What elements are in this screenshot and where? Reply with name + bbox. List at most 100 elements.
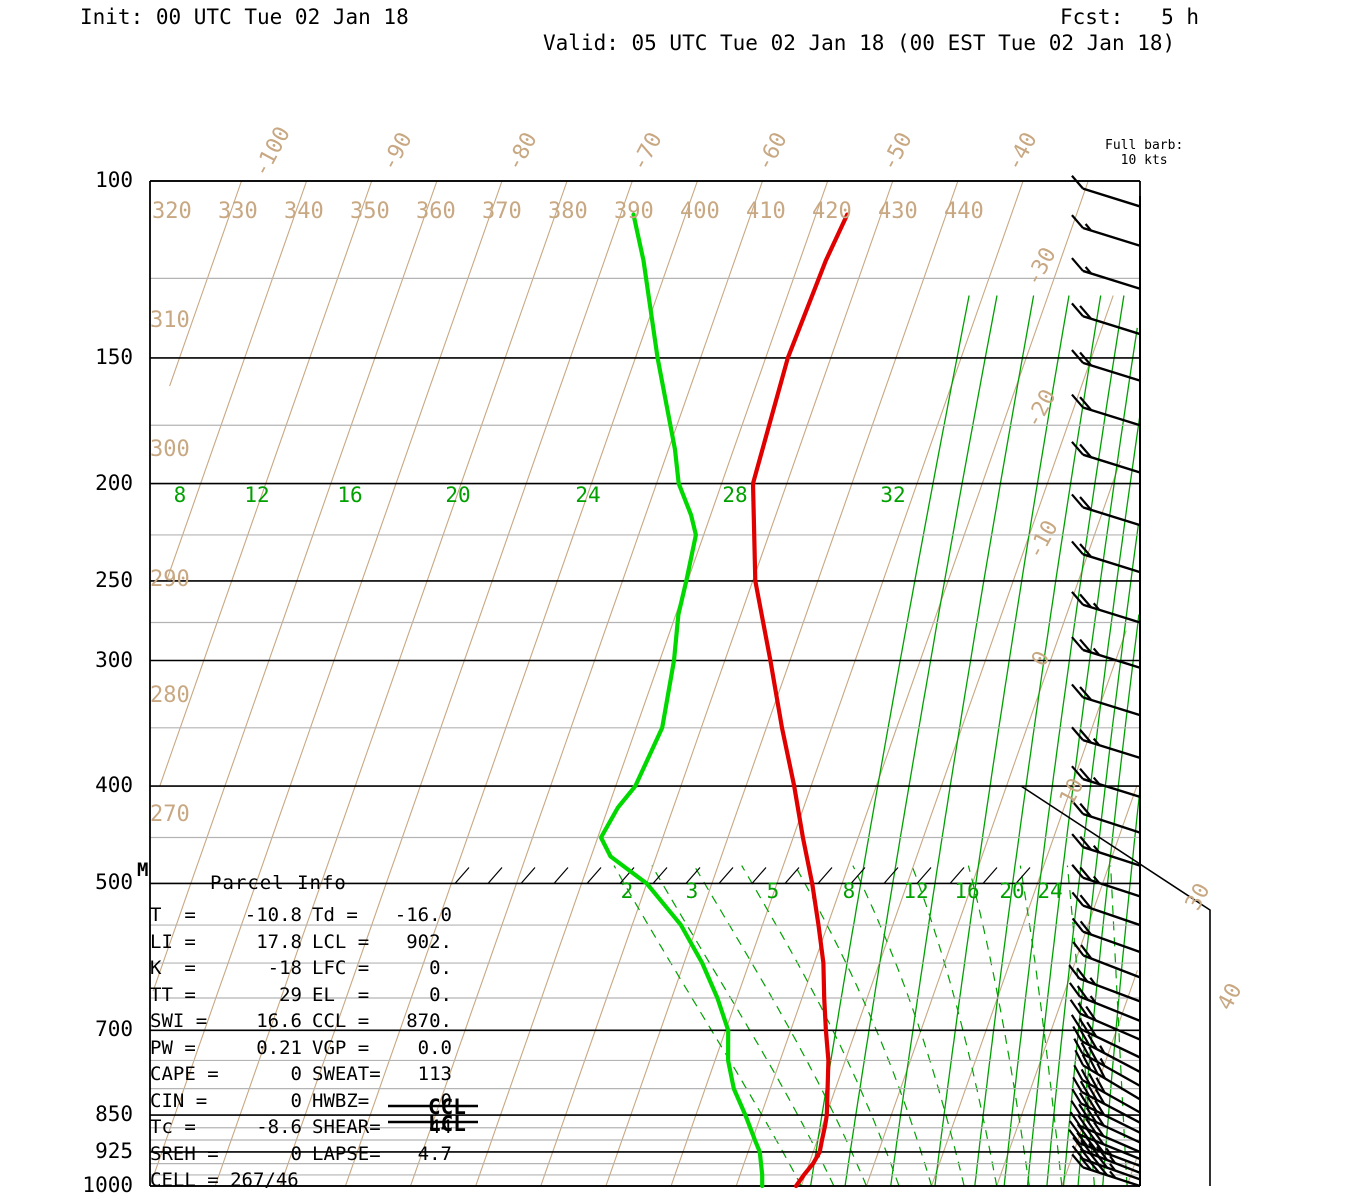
svg-text:-90: -90 (377, 129, 418, 176)
svg-text:20: 20 (445, 483, 470, 507)
parcel-key: Tc = (150, 1116, 196, 1138)
pressure-tick-150: 150 (95, 344, 133, 369)
parcel-cell-row: CELL = 267/46 (150, 1169, 299, 1191)
pressure-marker-m: M (137, 859, 149, 881)
parcel-value: 16.6 (256, 1010, 302, 1032)
pressure-tick-925: 925 (95, 1138, 133, 1163)
parcel-value: -18 (267, 957, 302, 979)
svg-text:400: 400 (680, 199, 720, 224)
parcel-value-2: 0. (429, 957, 452, 979)
parcel-info-row: PW = 0.21 VGP = 0.0 (150, 1035, 452, 1062)
parcel-value-2: 902. (406, 930, 452, 953)
wind-barb-column (1068, 175, 1141, 1188)
sounding-curves (598, 212, 850, 1189)
parcel-info-row: CIN = 0 HWBZ= 0 (150, 1088, 452, 1115)
svg-text:380: 380 (548, 199, 588, 224)
parcel-info-panel: Parcel Info T = -10.8 Td = -16.0 LI = 17.8 LCL… (150, 866, 452, 1200)
svg-text:330: 330 (218, 199, 258, 224)
svg-text:360: 360 (416, 199, 456, 224)
svg-text:340: 340 (284, 199, 324, 224)
parcel-value: 0.21 (256, 1036, 302, 1059)
svg-text:-40: -40 (1002, 129, 1043, 176)
parcel-value: 0 (290, 1063, 302, 1085)
svg-text:2: 2 (621, 879, 634, 903)
parcel-key: CIN = (150, 1089, 208, 1112)
parcel-value: 29 (279, 983, 302, 1006)
svg-text:8: 8 (843, 879, 856, 903)
parcel-value-2: -16.0 (394, 904, 452, 926)
parcel-info-row: Tc = -8.6 SHEAR= 44 (150, 1114, 452, 1141)
valid-time-label: Valid: 05 UTC Tue 02 Jan 18 (00 EST Tue … (543, 31, 1176, 55)
parcel-value-2: 4.7 (417, 1142, 452, 1165)
parcel-key-2: CCL = (312, 1010, 370, 1032)
parcel-value-2: 870. (406, 1010, 452, 1032)
parcel-key: T = (150, 904, 196, 926)
isobar-lines (150, 180, 1140, 1187)
init-time-label: Init: 00 UTC Tue 02 Jan 18 (80, 5, 409, 29)
parcel-key: CAPE = (150, 1063, 219, 1085)
parcel-key-2: VGP = (312, 1036, 370, 1059)
pressure-tick-300: 300 (95, 647, 133, 672)
parcel-key: K = (150, 957, 196, 979)
svg-text:310: 310 (150, 308, 190, 333)
svg-text:32: 32 (880, 483, 905, 507)
forecast-hour-label: Fcst: 5 h (1060, 5, 1200, 29)
svg-text:420: 420 (812, 199, 852, 224)
svg-text:40: 40 (1213, 979, 1248, 1014)
parcel-key: LI = (150, 930, 196, 953)
parcel-key-2: SHEAR= (312, 1116, 381, 1138)
svg-text:-60: -60 (752, 129, 793, 176)
parcel-key-2: HWBZ= (312, 1089, 370, 1112)
ccl-annotation: CCL (428, 1095, 466, 1119)
svg-text:3: 3 (686, 879, 699, 903)
parcel-info-row: SWI = 16.6 CCL = 870. (150, 1008, 452, 1035)
parcel-key: TT = (150, 983, 196, 1006)
parcel-value-2: 0.0 (417, 1036, 452, 1059)
svg-text:20: 20 (999, 879, 1024, 903)
parcel-value: 0 (290, 1089, 302, 1112)
parcel-info-row: LI = 17.8 LCL = 902. (150, 929, 452, 956)
svg-text:410: 410 (746, 199, 786, 224)
svg-text:370: 370 (482, 199, 522, 224)
pressure-tick-100: 100 (95, 168, 133, 192)
svg-text:24: 24 (1037, 879, 1062, 903)
svg-text:270: 270 (150, 802, 190, 827)
moist-adiabat-lines (613, 865, 1128, 1187)
svg-text:8: 8 (174, 483, 187, 507)
pressure-tick-400: 400 (95, 773, 133, 798)
parcel-key-2: Td = (312, 904, 358, 926)
parcel-key: PW = (150, 1036, 196, 1059)
parcel-value: -8.6 (256, 1116, 302, 1138)
parcel-info-row: K = -18 LFC = 0. (150, 955, 452, 982)
parcel-key-2: LAPSE= (312, 1142, 381, 1165)
parcel-info-rows: T = -10.8 Td = -16.0 LI = 17.8 LCL = 902. K = -18… (150, 902, 452, 1194)
svg-text:390: 390 (614, 199, 654, 224)
parcel-key-2: EL = (312, 983, 370, 1006)
parcel-key-2: SWEAT= (312, 1063, 381, 1085)
parcel-value: -10.8 (244, 904, 302, 926)
parcel-info-row: SREH = 0 LAPSE= 4.7 (150, 1141, 452, 1168)
svg-text:430: 430 (878, 199, 918, 224)
svg-text:290: 290 (150, 567, 190, 592)
parcel-key-2: LCL = (312, 930, 370, 953)
parcel-value-2: 0. (429, 983, 452, 1006)
parcel-info-row: TT = 29 EL = 0. (150, 982, 452, 1009)
svg-text:12: 12 (903, 879, 928, 903)
svg-text:12: 12 (244, 483, 269, 507)
parcel-info-row: T = -10.8 Td = -16.0 (150, 902, 452, 929)
svg-text:350: 350 (350, 199, 390, 224)
svg-text:300: 300 (150, 437, 190, 462)
parcel-value-2: 0 (440, 1089, 452, 1112)
pressure-tick-200: 200 (95, 470, 133, 495)
pressure-tick-850: 850 (95, 1102, 133, 1127)
header: Init: 00 UTC Tue 02 Jan 18 Fcst: 5 h Val… (0, 0, 1350, 60)
pressure-tick-1000: 1000 (82, 1173, 133, 1197)
svg-text:-10: -10 (1023, 517, 1064, 564)
svg-text:-80: -80 (502, 129, 543, 176)
svg-text:28: 28 (722, 483, 747, 507)
svg-text:5: 5 (767, 879, 780, 903)
svg-text:440: 440 (944, 199, 984, 224)
svg-text:280: 280 (150, 683, 190, 708)
parcel-value-2: 44 (429, 1116, 452, 1138)
